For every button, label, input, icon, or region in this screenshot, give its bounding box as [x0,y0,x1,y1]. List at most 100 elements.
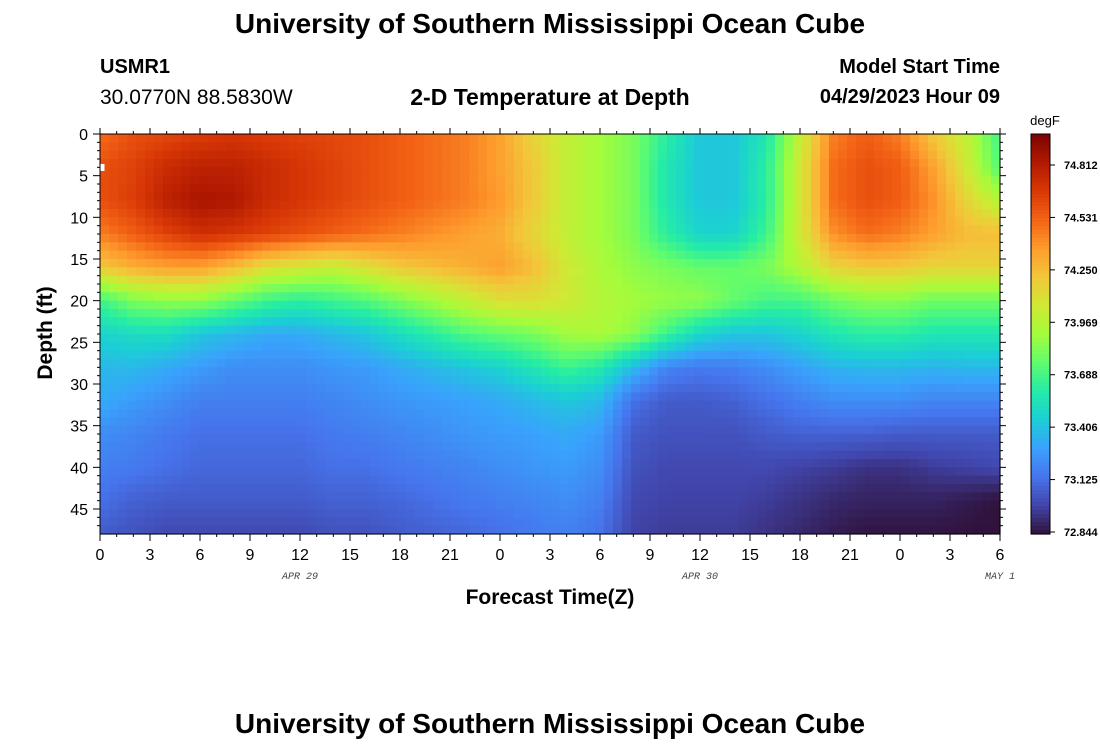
heatmap-cell [559,450,569,460]
heatmap-cell [433,325,443,335]
heatmap-cell [982,409,992,418]
heatmap-cell [442,267,452,277]
heatmap-cell [955,392,965,402]
heatmap-cell [757,425,767,435]
heatmap-cell [496,509,506,518]
heatmap-cell [883,400,893,410]
heatmap-cell [388,342,398,352]
heatmap-cell [181,300,191,310]
heatmap-cell [532,475,542,485]
heatmap-cell [658,400,668,410]
heatmap-cell [721,317,731,327]
heatmap-cell [271,525,281,535]
heatmap-cell [559,525,569,535]
heatmap-cell [901,334,911,343]
heatmap-cell [919,392,929,402]
heatmap-cell [838,392,848,402]
heatmap-cell [541,500,551,510]
heatmap-cell [208,134,218,143]
heatmap-cell [190,134,200,143]
heatmap-cell [685,350,695,360]
heatmap-cell [298,467,308,477]
heatmap-cell [118,475,128,485]
heatmap-cell [316,250,326,260]
heatmap-cell [325,434,335,443]
heatmap-cell [505,500,515,510]
heatmap-cell [289,359,299,368]
heatmap-cell [361,392,371,402]
heatmap-cell [775,150,785,160]
heatmap-cell [649,442,659,452]
heatmap-cell [523,259,533,268]
heatmap-cell [334,325,344,335]
heatmap-cell [415,459,425,468]
heatmap-cell [937,417,947,427]
heatmap-cell [352,492,362,502]
heatmap-cell [154,175,164,185]
heatmap-cell [694,267,704,277]
heatmap-cell [820,300,830,310]
heatmap-cell [244,300,254,310]
heatmap-cell [811,250,821,260]
heatmap-cell [793,409,803,418]
x-tick-label: 3 [946,547,955,564]
heatmap-cell [154,434,164,443]
heatmap-cell [181,492,191,502]
heatmap-cell [199,350,209,360]
heatmap-cell [280,484,290,493]
heatmap-cell [325,500,335,510]
heatmap-cell [964,167,974,177]
heatmap-cell [109,225,119,235]
heatmap-cell [847,209,857,218]
heatmap-cell [910,242,920,252]
heatmap-cell [226,525,236,535]
heatmap-cell [829,375,839,385]
heatmap-cell [946,517,956,527]
heatmap-cell [559,375,569,385]
heatmap-cell [550,150,560,160]
heatmap-cell [784,250,794,260]
heatmap-cell [280,425,290,435]
heatmap-cell [865,234,875,243]
heatmap-cell [775,359,785,368]
heatmap-cell [271,284,281,293]
heatmap-cell [568,509,578,518]
heatmap-cell [973,175,983,185]
heatmap-cell [649,175,659,185]
heatmap-cell [451,392,461,402]
heatmap-cell [775,200,785,210]
heatmap-cell [523,459,533,468]
heatmap-cell [757,467,767,477]
heatmap-cell [766,417,776,427]
heatmap-cell [487,217,497,227]
heatmap-cell [595,175,605,185]
heatmap-cell [496,300,506,310]
heatmap-cell [451,417,461,427]
heatmap-cell [919,425,929,435]
heatmap-cell [262,134,272,143]
heatmap-cell [631,525,641,535]
heatmap-cell [496,350,506,360]
heatmap-cell [892,159,902,168]
heatmap-cell [136,200,146,210]
heatmap-cell [793,175,803,185]
heatmap-cell [361,225,371,235]
heatmap-cell [874,317,884,327]
heatmap-cell [613,225,623,235]
heatmap-cell [253,200,263,210]
heatmap-cell [145,325,155,335]
heatmap-cell [379,300,389,310]
heatmap-cell [874,300,884,310]
heatmap-cell [496,525,506,535]
heatmap-cell [883,517,893,527]
heatmap-cell [361,409,371,418]
heatmap-cell [748,175,758,185]
heatmap-cell [487,292,497,302]
x-tick-label: 18 [391,547,409,564]
heatmap-cell [109,292,119,302]
heatmap-cell [658,409,668,418]
heatmap-cell [253,234,263,243]
heatmap-cell [163,167,173,177]
heatmap-cell [208,384,218,393]
heatmap-cell [316,192,326,202]
